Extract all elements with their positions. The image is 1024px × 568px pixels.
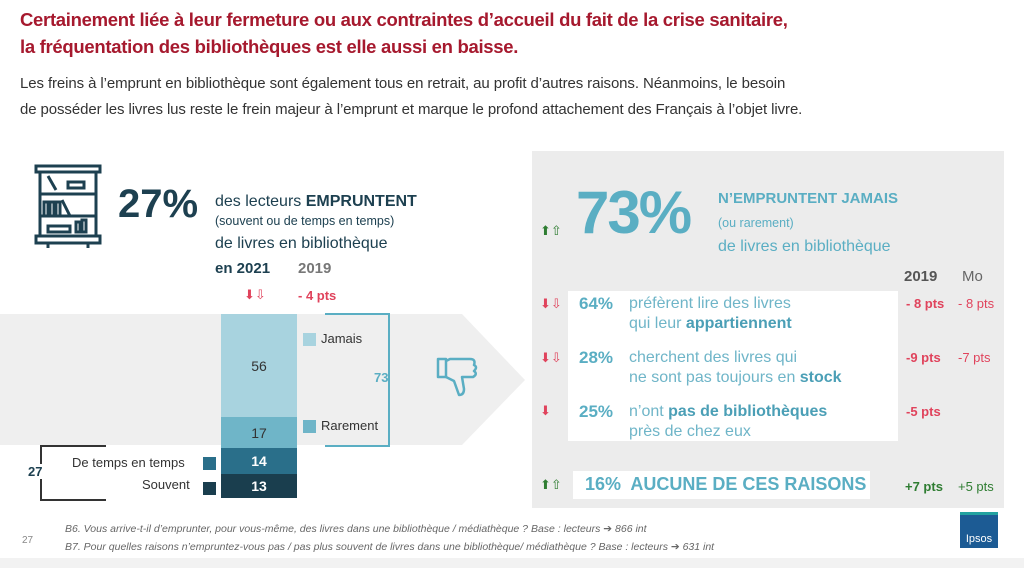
- bar-value-label: 14: [251, 453, 267, 470]
- bar-segment-souvent: 13: [221, 474, 297, 498]
- double-up-arrow-icon: ⬆⇧: [540, 223, 562, 238]
- column-mo: Mo: [962, 268, 983, 285]
- bracket-borrow: [40, 445, 106, 501]
- borrow-delta: - 4 pts: [298, 288, 337, 303]
- never-line1: N’EMPRUNTENT JAMAIS: [718, 190, 899, 207]
- title-line-2: la fréquentation des bibliothèques est e…: [20, 36, 519, 57]
- reason-line2-bold: stock: [799, 369, 842, 386]
- ipsos-logo: Ipsos: [960, 512, 998, 548]
- footnote-b6: B6. Vous arrive-t-il d’emprunter, pour v…: [65, 523, 647, 535]
- reasons-box: [568, 291, 898, 441]
- reason-line2-bold: appartiennent: [685, 315, 792, 332]
- bar-segment-de-temps-en-temps: 14: [221, 448, 297, 475]
- bar-value-label: 13: [251, 478, 267, 495]
- subtitle-line-2: de posséder les livres lus reste le frei…: [20, 101, 803, 118]
- bracket-never: [325, 313, 390, 447]
- title-line-1: Certainement liée à leur fermeture ou au…: [20, 9, 788, 30]
- never-borrow-percentage: 73%: [576, 179, 692, 246]
- bookshelf-icon: [34, 164, 102, 248]
- borrow-line1: des lecteurs: [215, 193, 306, 210]
- legend-swatch-jamais: [303, 333, 316, 346]
- legend-jamais: Jamais: [321, 331, 363, 346]
- reason-pct: 64%: [579, 294, 614, 313]
- legend-souvent: Souvent: [142, 477, 190, 492]
- bar-value-label: 17: [251, 424, 267, 441]
- never-line3: de livres en bibliothèque: [718, 238, 891, 255]
- bar-segment-jamais: 56: [221, 314, 297, 418]
- bar-value-label: 56: [251, 357, 267, 374]
- reason-delta-mo: -7 pts: [958, 350, 991, 365]
- bar-segment-rarement: 17: [221, 417, 297, 449]
- reason-line1-bold: pas de bibliothèques: [668, 403, 828, 420]
- reason-line2: près de chez eux: [629, 423, 751, 440]
- column-2019: 2019: [904, 268, 938, 285]
- none-pct: 16%: [585, 474, 622, 494]
- reason-line2: ne sont pas toujours en: [629, 369, 800, 386]
- legend-de-temps-en-temps: De temps en temps: [72, 455, 185, 470]
- reason-delta-2019: -5 pts: [906, 404, 941, 419]
- none-box: [573, 471, 870, 499]
- year-current: en 2021: [215, 260, 271, 277]
- none-delta-mo: +5 pts: [958, 479, 994, 494]
- page-number: 27: [22, 535, 34, 546]
- thumbs-down-icon: [436, 357, 478, 397]
- reason-pct: 25%: [579, 402, 614, 421]
- reason-line2: qui leur: [629, 315, 686, 332]
- bracket-borrow-label: 27: [28, 464, 43, 479]
- double-down-arrow-icon: ⬇⇩: [540, 296, 562, 311]
- reason-pct: 28%: [579, 348, 614, 367]
- double-down-arrow-icon: ⬇⇩: [244, 287, 266, 302]
- reason-delta-mo: - 8 pts: [958, 296, 995, 311]
- legend-swatch-de-temps: [203, 457, 216, 470]
- borrow-line3: de livres en bibliothèque: [215, 235, 388, 252]
- bracket-never-label: 73: [374, 370, 389, 385]
- reason-delta-2019: - 8 pts: [906, 296, 945, 311]
- reason-line1: n’ont: [629, 403, 669, 420]
- legend-swatch-souvent: [203, 482, 216, 495]
- footnote-b7: B7. Pour quelles raisons n’empruntez-vou…: [65, 541, 715, 553]
- borrow-line1-bold: EMPRUNTENT: [305, 193, 417, 210]
- none-label: AUCUNE DE CES RAISONS: [630, 474, 867, 494]
- bottom-strip: [0, 558, 1024, 568]
- down-arrow-icon: ⬇: [540, 403, 551, 418]
- borrow-percentage: 27%: [118, 182, 199, 226]
- reason-line1: cherchent des livres qui: [629, 349, 798, 366]
- reason-line1: préfèrent lire des livres: [629, 295, 791, 312]
- double-up-arrow-icon: ⬆⇧: [540, 477, 562, 492]
- reason-delta-2019: -9 pts: [906, 350, 941, 365]
- year-compare: 2019: [298, 260, 332, 277]
- double-down-arrow-icon: ⬇⇩: [540, 350, 562, 365]
- none-delta-2019: +7 pts: [905, 479, 943, 494]
- legend-swatch-rarement: [303, 420, 316, 433]
- subtitle-line-1: Les freins à l’emprunt en bibliothèque s…: [20, 75, 786, 92]
- never-line2: (ou rarement): [718, 216, 794, 230]
- borrow-line2: (souvent ou de temps en temps): [215, 214, 395, 228]
- legend-rarement: Rarement: [321, 418, 379, 433]
